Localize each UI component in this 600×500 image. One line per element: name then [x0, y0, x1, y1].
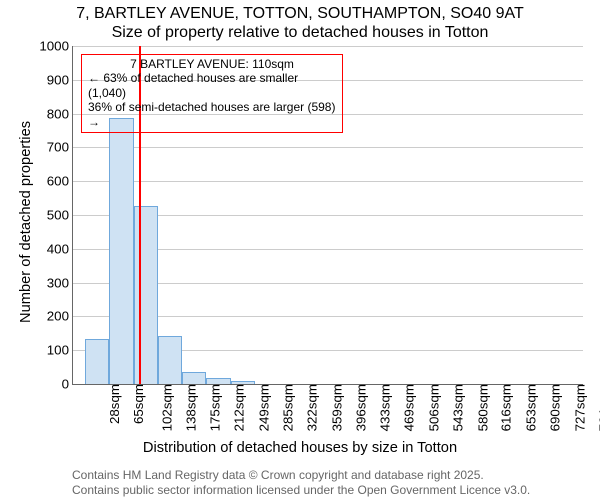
y-axis-title: Number of detached properties	[18, 121, 34, 323]
x-tick-label: 175sqm	[206, 384, 223, 431]
x-tick-label: 65sqm	[129, 384, 146, 424]
annotation-line3: 36% of semi-detached houses are larger (…	[88, 100, 336, 129]
x-tick-label: 28sqm	[105, 384, 122, 424]
y-tick-label: 900	[47, 72, 73, 87]
y-tick-label: 800	[47, 106, 73, 121]
x-tick-label: 285sqm	[278, 384, 295, 431]
x-tick-label: 764sqm	[595, 384, 600, 431]
grid-line	[73, 46, 583, 47]
chart-title-block: 7, BARTLEY AVENUE, TOTTON, SOUTHAMPTON, …	[0, 4, 600, 42]
footer-line2: Contains public sector information licen…	[72, 483, 530, 498]
footer: Contains HM Land Registry data © Crown c…	[72, 468, 530, 498]
chart-title-line2: Size of property relative to detached ho…	[0, 23, 600, 42]
x-tick-label: 138sqm	[181, 384, 198, 431]
x-tick-label: 543sqm	[449, 384, 466, 431]
y-tick-label: 0	[62, 377, 73, 392]
y-tick-label: 200	[47, 309, 73, 324]
y-tick-label: 300	[47, 275, 73, 290]
y-tick-label: 400	[47, 241, 73, 256]
histogram-bar	[109, 118, 133, 384]
annotation-line2: ← 63% of detached houses are smaller (1,…	[88, 71, 336, 100]
grid-line	[73, 181, 583, 182]
chart-container: 7, BARTLEY AVENUE, TOTTON, SOUTHAMPTON, …	[0, 0, 600, 500]
histogram-bar	[134, 206, 158, 384]
histogram-bar	[182, 372, 206, 384]
annotation-line1: 7 BARTLEY AVENUE: 110sqm	[88, 57, 336, 71]
x-tick-label: 690sqm	[546, 384, 563, 431]
y-tick-label: 500	[47, 208, 73, 223]
x-tick-label: 249sqm	[255, 384, 272, 431]
y-tick-label: 600	[47, 174, 73, 189]
footer-line1: Contains HM Land Registry data © Crown c…	[72, 468, 530, 483]
x-tick-label: 653sqm	[521, 384, 538, 431]
grid-line	[73, 147, 583, 148]
x-tick-label: 506sqm	[424, 384, 441, 431]
x-tick-label: 212sqm	[230, 384, 247, 431]
y-tick-label: 700	[47, 140, 73, 155]
x-tick-label: 359sqm	[327, 384, 344, 431]
chart-title-line1: 7, BARTLEY AVENUE, TOTTON, SOUTHAMPTON, …	[0, 4, 600, 23]
x-tick-label: 102sqm	[157, 384, 174, 431]
x-axis-title: Distribution of detached houses by size …	[0, 440, 600, 456]
plot-area: 01002003004005006007008009001000 7 BARTL…	[72, 46, 583, 385]
histogram-bar	[158, 336, 182, 384]
x-tick-label: 469sqm	[400, 384, 417, 431]
histogram-bar	[85, 339, 109, 384]
x-tick-label: 580sqm	[473, 384, 490, 431]
y-tick-label: 100	[47, 343, 73, 358]
x-tick-label: 322sqm	[303, 384, 320, 431]
x-tick-label: 616sqm	[497, 384, 514, 431]
y-tick-label: 1000	[39, 39, 73, 54]
x-tick-label: 433sqm	[376, 384, 393, 431]
x-tick-label: 396sqm	[352, 384, 369, 431]
annotation-box: 7 BARTLEY AVENUE: 110sqm ← 63% of detach…	[81, 54, 343, 133]
x-tick-label: 727sqm	[570, 384, 587, 431]
